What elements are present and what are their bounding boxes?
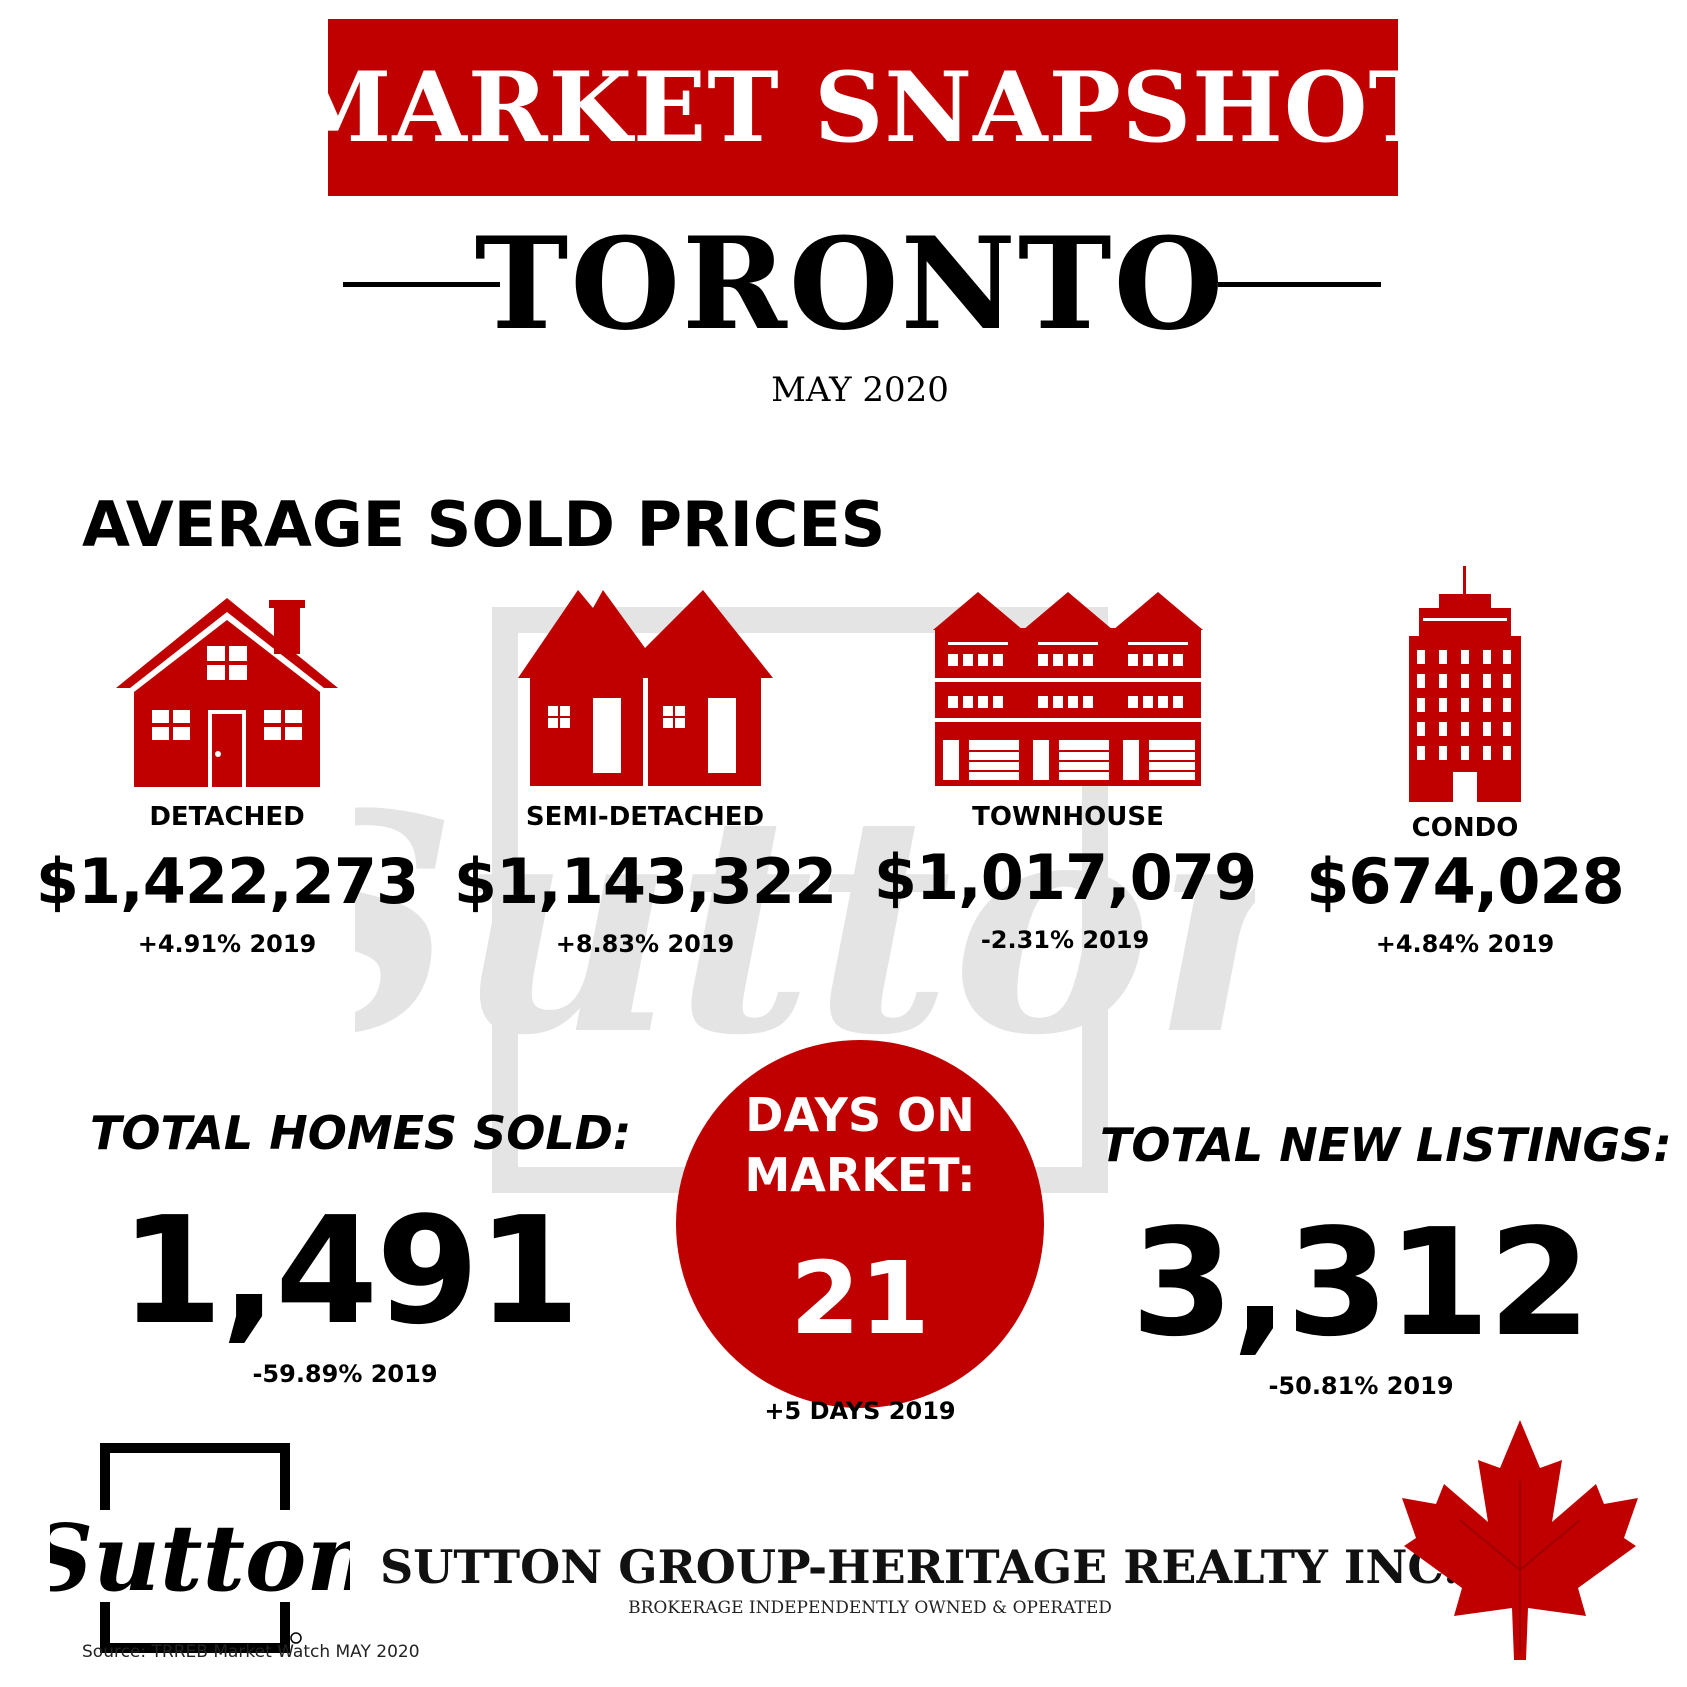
city-title: TORONTO — [474, 210, 1226, 358]
days-on-market-value: 21 — [790, 1240, 930, 1357]
category-label-semi-detached: SEMI-DETACHED — [525, 802, 765, 832]
page-title: MARKET SNAPSHOT — [285, 51, 1441, 164]
change-condo: +4.84% 2019 — [1375, 930, 1555, 958]
new-listings-change: -50.81% 2019 — [1268, 1372, 1454, 1400]
category-label-condo: CONDO — [1411, 813, 1519, 843]
change-semi-detached: +8.83% 2019 — [555, 930, 735, 958]
maple-leaf-icon — [1402, 1420, 1638, 1660]
days-on-market-change: +5 DAYS 2019 — [764, 1397, 956, 1425]
homes-sold-value: 1,491 — [120, 1185, 580, 1357]
svg-text:Sutton: Sutton — [50, 1504, 350, 1612]
days-on-market-label-line1: DAYS ON — [745, 1088, 975, 1142]
divider-left — [343, 282, 500, 287]
svg-text:Sutton: Sutton — [355, 748, 1255, 1101]
sutton-logo: Sutton — [50, 1443, 350, 1653]
divider-right — [1218, 282, 1381, 287]
category-label-townhouse: TOWNHOUSE — [972, 802, 1164, 832]
category-label-detached: DETACHED — [149, 802, 305, 832]
townhouse-icon — [933, 592, 1203, 786]
price-semi-detached: $1,143,322 — [453, 845, 837, 918]
brokerage-tagline: BROKERAGE INDEPENDENTLY OWNED & OPERATED — [628, 1598, 1112, 1618]
price-townhouse: $1,017,079 — [873, 841, 1257, 914]
brokerage-name: SUTTON GROUP-HERITAGE REALTY INC. — [380, 1540, 1460, 1594]
condo-tower-icon — [1409, 566, 1521, 802]
new-listings-value: 3,312 — [1130, 1197, 1591, 1369]
title-banner: MARKET SNAPSHOT — [285, 19, 1440, 196]
house-icon — [116, 598, 338, 787]
source-note: Source: TRREB Market Watch MAY 2020 — [82, 1642, 420, 1662]
price-condo: $674,028 — [1306, 845, 1625, 918]
new-listings-label: TOTAL NEW LISTINGS: — [1100, 1118, 1672, 1172]
homes-sold-label: TOTAL HOMES SOLD: — [90, 1106, 632, 1160]
days-on-market-label-line2: MARKET: — [744, 1148, 976, 1202]
period-label: MAY 2020 — [771, 370, 949, 410]
change-detached: +4.91% 2019 — [137, 930, 317, 958]
price-detached: $1,422,273 — [35, 845, 419, 918]
homes-sold-change: -59.89% 2019 — [252, 1360, 438, 1388]
days-on-market-circle: DAYS ON MARKET: 21 — [676, 1040, 1044, 1408]
section-heading: AVERAGE SOLD PRICES — [82, 488, 886, 561]
change-townhouse: -2.31% 2019 — [980, 926, 1150, 954]
semi-detached-icon — [518, 590, 773, 786]
